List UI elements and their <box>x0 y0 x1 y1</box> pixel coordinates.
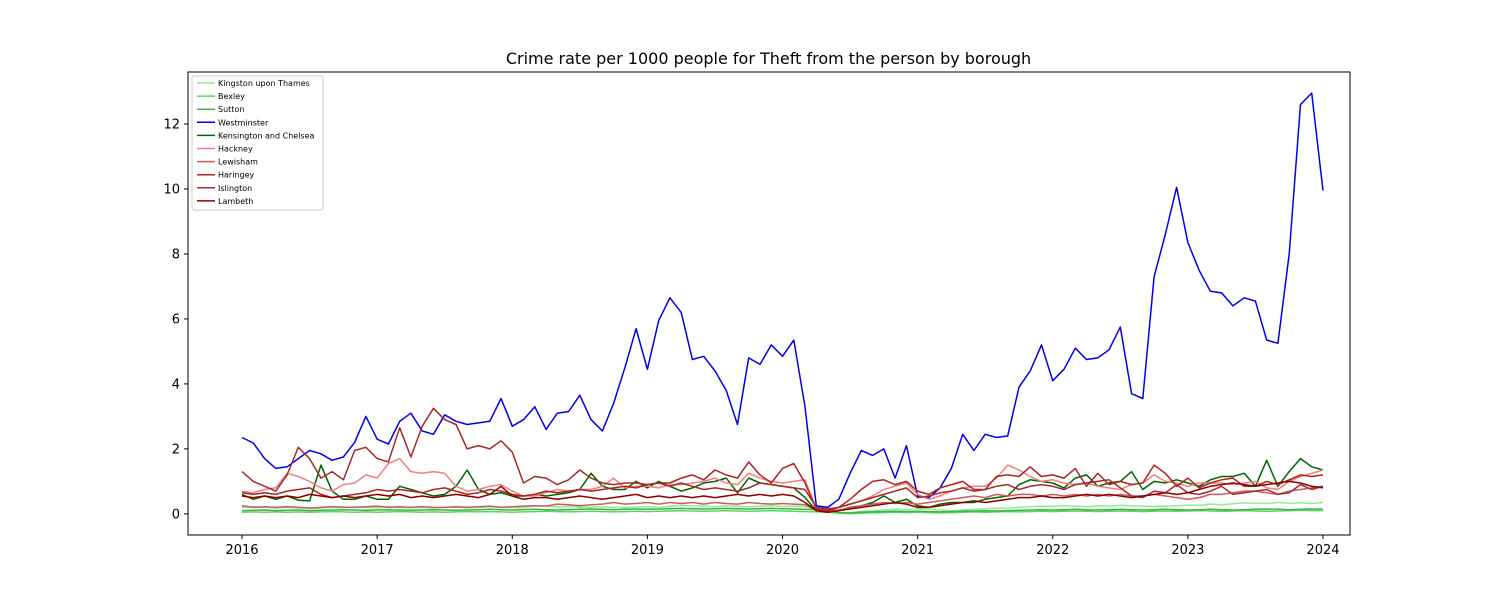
legend: Kingston upon Thames Bexley Sutton Westmins… <box>191 75 324 211</box>
legend-label: Lambeth <box>218 197 253 206</box>
legend-label: Hackney <box>218 145 253 154</box>
series-line-bexley <box>241 509 1323 515</box>
plot-area <box>241 92 1324 515</box>
x-tick-label: 2017 <box>361 543 394 558</box>
series-line-islington <box>241 407 1324 510</box>
x-tick-label: 2020 <box>766 543 799 558</box>
x-tick-label: 2019 <box>631 543 664 558</box>
series-line-sutton <box>241 507 1323 514</box>
legend-label: Kingston upon Thames <box>218 79 310 88</box>
y-axis: 0 2 4 6 8 10 12 <box>163 117 188 522</box>
legend-label: Lewisham <box>218 158 258 167</box>
legend-label: Westminster <box>218 118 269 127</box>
x-tick-label: 2024 <box>1306 543 1339 558</box>
y-tick-label: 6 <box>172 312 180 327</box>
y-tick-label: 0 <box>172 507 180 522</box>
legend-label: Kensington and Chelsea <box>218 131 315 140</box>
series-line-haringey <box>241 461 1324 512</box>
chart-title: Crime rate per 1000 people for Theft fro… <box>506 49 1031 68</box>
y-tick-label: 8 <box>172 247 180 262</box>
y-tick-label: 10 <box>163 182 180 197</box>
legend-label: Haringey <box>218 171 255 180</box>
legend-box <box>191 75 324 211</box>
series-line-lambeth <box>241 480 1324 514</box>
x-axis: 2016 2017 2018 2019 2020 2021 2022 2023 2024 <box>225 535 1340 558</box>
y-tick-label: 4 <box>172 377 180 392</box>
y-tick-label: 2 <box>172 442 180 457</box>
legend-label: Islington <box>218 184 252 193</box>
x-tick-label: 2023 <box>1171 543 1204 558</box>
legend-label: Sutton <box>218 105 244 114</box>
legend-label: Bexley <box>218 92 245 101</box>
x-tick-label: 2018 <box>496 543 529 558</box>
x-tick-label: 2016 <box>225 543 258 558</box>
axes-frame <box>187 71 1351 536</box>
series-line-westminster <box>241 92 1324 509</box>
x-tick-label: 2021 <box>901 543 934 558</box>
y-tick-label: 12 <box>163 117 180 132</box>
x-tick-label: 2022 <box>1036 543 1069 558</box>
